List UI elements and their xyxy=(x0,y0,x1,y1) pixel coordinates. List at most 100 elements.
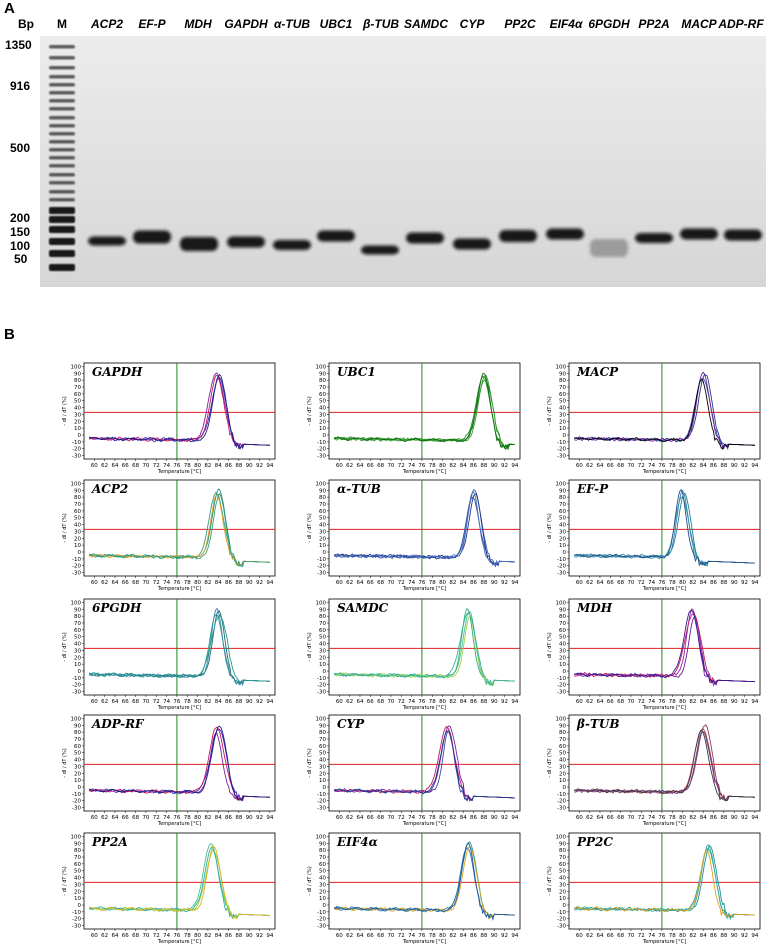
y-tick-label: 70 xyxy=(319,621,326,627)
y-tick-label: -10 xyxy=(557,440,566,446)
plot-frame xyxy=(568,714,761,812)
x-tick-label: 80 xyxy=(439,933,446,939)
melt-curve-series xyxy=(574,729,755,802)
x-tick-label: 64 xyxy=(356,580,363,586)
y-tick-label: -10 xyxy=(317,440,326,446)
pcr-band xyxy=(499,230,537,242)
x-tick-label: 74 xyxy=(648,580,655,586)
pcr-band xyxy=(546,228,584,240)
x-tick-label: 84 xyxy=(700,580,707,586)
melt-curve-series xyxy=(89,372,270,450)
y-tick-label: 10 xyxy=(74,426,81,432)
y-axis-label: - dI / dT (%) xyxy=(62,748,68,777)
y-tick-label: 60 xyxy=(74,744,81,750)
ladder-band xyxy=(49,116,75,120)
marker-header: M xyxy=(57,17,67,31)
x-tick-label: 82 xyxy=(689,815,696,821)
x-tick-label: 86 xyxy=(225,815,232,821)
ladder-band xyxy=(49,99,75,103)
x-tick-label: 74 xyxy=(648,463,655,469)
x-tick-label: 74 xyxy=(163,580,170,586)
x-tick-label: 72 xyxy=(153,933,160,939)
x-tick-label: 88 xyxy=(235,580,242,586)
y-tick-label: -20 xyxy=(72,683,81,689)
x-tick-label: 84 xyxy=(215,699,222,705)
x-tick-label: 90 xyxy=(731,463,738,469)
y-tick-label: 40 xyxy=(319,876,326,882)
y-tick-label: 70 xyxy=(559,737,566,743)
y-tick-label: 40 xyxy=(74,642,81,648)
x-tick-label: 78 xyxy=(184,815,191,821)
x-axis-label: Temperature [°C] xyxy=(157,705,201,711)
y-tick-label: 60 xyxy=(74,628,81,634)
gene-label: ACP2 xyxy=(91,482,128,496)
y-axis-label: - dI / dT (%) xyxy=(62,513,68,542)
ladder-band xyxy=(49,91,75,95)
y-tick-label: 30 xyxy=(319,764,326,770)
y-tick-label: 50 xyxy=(559,869,566,875)
y-tick-label: 70 xyxy=(559,502,566,508)
x-tick-label: 90 xyxy=(491,815,498,821)
y-tick-label: -30 xyxy=(317,924,326,930)
y-tick-label: 0 xyxy=(563,785,567,791)
y-tick-label: 100 xyxy=(556,481,567,487)
x-tick-label: 80 xyxy=(679,815,686,821)
y-tick-label: 80 xyxy=(559,378,566,384)
y-tick-label: 60 xyxy=(319,862,326,868)
x-tick-label: 68 xyxy=(377,815,384,821)
ladder-band xyxy=(49,156,75,160)
x-tick-label: 66 xyxy=(607,463,614,469)
ladder-band xyxy=(49,66,75,70)
x-tick-label: 64 xyxy=(596,699,603,705)
x-tick-label: 86 xyxy=(710,699,717,705)
melt-curve-series xyxy=(334,372,515,450)
y-tick-label: 80 xyxy=(74,848,81,854)
y-tick-label: -30 xyxy=(557,806,566,812)
x-tick-label: 84 xyxy=(460,463,467,469)
x-tick-label: 92 xyxy=(256,933,263,939)
y-tick-label: 100 xyxy=(71,364,82,370)
gene-label: PP2A xyxy=(91,835,128,849)
y-tick-label: 50 xyxy=(319,869,326,875)
x-tick-label: 88 xyxy=(720,933,727,939)
x-axis-label: Temperature [°C] xyxy=(642,821,686,827)
plot-frame xyxy=(328,714,521,812)
x-tick-label: 60 xyxy=(91,815,98,821)
x-tick-label: 94 xyxy=(266,580,273,586)
x-tick-label: 70 xyxy=(387,463,394,469)
y-axis-label: - dI / dT (%) xyxy=(547,866,553,895)
x-tick-label: 68 xyxy=(617,933,624,939)
ladder-band xyxy=(49,250,75,257)
x-axis-label: Temperature [°C] xyxy=(642,469,686,475)
x-tick-label: 82 xyxy=(204,463,211,469)
x-tick-label: 70 xyxy=(142,699,149,705)
y-tick-label: 30 xyxy=(559,648,566,654)
x-tick-label: 78 xyxy=(669,463,676,469)
y-tick-label: -10 xyxy=(317,557,326,563)
y-tick-label: 60 xyxy=(559,862,566,868)
ladder-band xyxy=(49,148,75,152)
x-tick-label: 78 xyxy=(184,699,191,705)
x-tick-label: 60 xyxy=(91,699,98,705)
x-tick-label: 68 xyxy=(617,580,624,586)
y-tick-label: 60 xyxy=(74,509,81,515)
y-tick-label: 10 xyxy=(559,662,566,668)
panel-b-letter: B xyxy=(4,326,15,343)
x-tick-label: 94 xyxy=(266,933,273,939)
y-tick-label: 90 xyxy=(559,371,566,377)
x-tick-label: 78 xyxy=(429,463,436,469)
y-tick-label: 100 xyxy=(316,481,327,487)
x-tick-label: 64 xyxy=(356,933,363,939)
y-axis-label: - dI / dT (%) xyxy=(307,632,313,661)
pcr-band xyxy=(133,230,171,244)
x-tick-label: 86 xyxy=(225,933,232,939)
lane-label: EF-P xyxy=(138,17,166,31)
x-tick-label: 68 xyxy=(132,699,139,705)
melt-curve-series xyxy=(89,845,270,920)
x-tick-label: 94 xyxy=(751,815,758,821)
y-tick-label: 40 xyxy=(559,406,566,412)
y-tick-label: 60 xyxy=(319,628,326,634)
x-tick-label: 84 xyxy=(460,815,467,821)
y-tick-label: 90 xyxy=(559,488,566,494)
